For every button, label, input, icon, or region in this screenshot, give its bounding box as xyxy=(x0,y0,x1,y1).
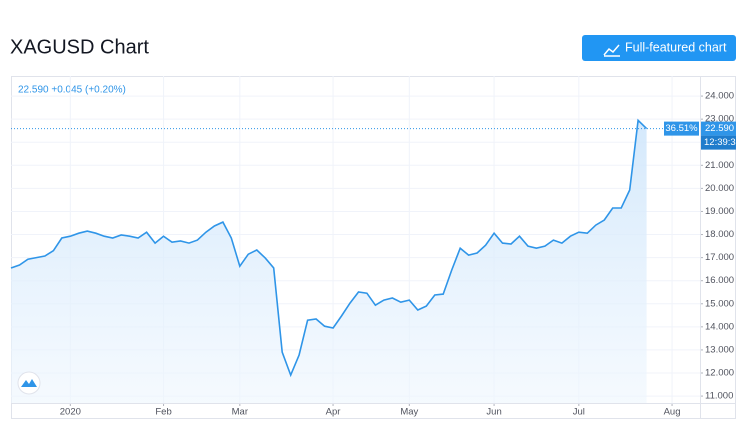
x-tick-label: Apr xyxy=(326,407,341,418)
price-label-box xyxy=(701,121,736,136)
line xyxy=(10,118,648,378)
y-tick-label: 16.000 xyxy=(705,275,734,286)
y-tick-label: 23.000 xyxy=(705,114,734,125)
x-tick-label: Jun xyxy=(486,407,501,418)
x-tick-label: Jul xyxy=(573,407,585,418)
time-label: 12:39:3 xyxy=(704,137,736,148)
y-tick-label: 14.000 xyxy=(705,321,734,332)
y-tick-label: 18.000 xyxy=(705,229,734,240)
page-title: XAGUSD Chart xyxy=(10,36,149,58)
button-label[interactable]: Full-featured chart xyxy=(625,40,727,54)
y-tick-label: 11.000 xyxy=(705,391,733,402)
area xyxy=(11,120,647,404)
y-tick-label: 21.000 xyxy=(705,160,734,171)
price-label: 22.590 xyxy=(705,123,734,134)
y-tick-label: 13.000 xyxy=(705,344,734,355)
y-tick-label: 20.000 xyxy=(705,183,734,194)
change-label: 36.51% xyxy=(665,123,698,134)
x-tick-label: May xyxy=(400,407,418,418)
logo xyxy=(17,371,41,395)
full-chart-button[interactable] xyxy=(582,35,736,61)
legend-text: 22.590 +0.045 (+0.20%) xyxy=(18,85,126,96)
x-tick-label: Aug xyxy=(664,407,681,418)
button-icon xyxy=(603,44,620,57)
time-label-box xyxy=(701,135,736,150)
change-label-box xyxy=(664,121,699,136)
y-tick-label: 15.000 xyxy=(705,298,734,309)
y-tick-label: 24.000 xyxy=(705,91,734,102)
x-tick-label: Mar xyxy=(232,407,248,418)
x-tick-label: Feb xyxy=(155,407,171,418)
y-tick-label: 19.000 xyxy=(705,206,734,217)
x-tick-label: 2020 xyxy=(60,407,81,418)
y-tick-label: 12.000 xyxy=(705,368,734,379)
y-tick-label: 17.000 xyxy=(705,252,734,263)
